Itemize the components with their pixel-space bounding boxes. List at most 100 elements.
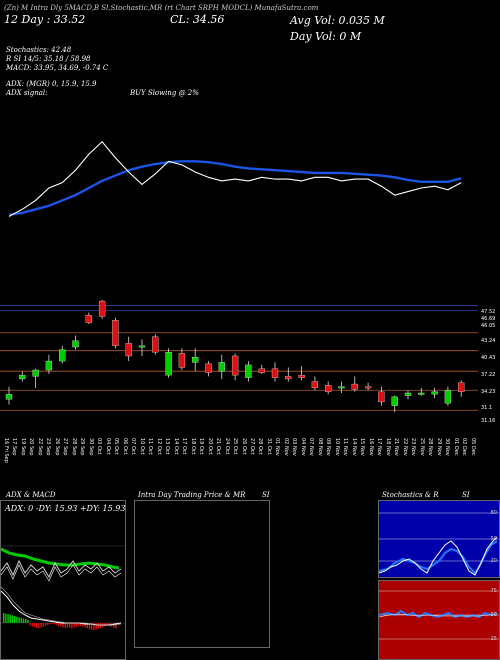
candle-body [258,368,265,373]
date-tick-label: 13 Oct [164,438,171,455]
moving-average-line [8,160,462,216]
rsi-signal-line [379,613,497,618]
candle-body [112,320,119,346]
candle-body [178,353,186,368]
macd-histogram-bar [16,616,18,623]
date-tick-label: 20 Sep [28,438,35,456]
macd-histogram-bar [77,623,80,627]
candle-body [98,300,106,317]
stoch-tick-50: 50 [490,536,497,542]
candle-body [431,391,438,395]
stochastics-label: Stochastics: 42.48 [6,46,72,54]
stochastics-panel: 80 50 20 [378,500,500,578]
date-tick-label: 28 Sep [70,438,77,456]
date-tick-label: 25 Oct [232,438,239,455]
candle-body [285,376,292,380]
date-tick-label: 16 Fri Sep [3,438,9,463]
date-tick-label: 17 Nov [376,438,383,456]
date-tick-label: 17 Sep [11,438,18,456]
rsi-tick-75: 75 [490,588,497,594]
adx-macd-plot [1,545,125,630]
date-tick-label: 27 Oct [248,438,255,455]
macd-signal-line [1,586,122,626]
price-level-label: 37.22 [481,372,496,378]
candle-body [19,374,26,380]
macd-histogram-bar [38,623,40,628]
stochastics-plot [379,512,499,576]
candle-body [231,355,239,376]
macd-histogram-bar [62,623,64,628]
macd-histogram-bar [27,619,29,623]
macd-histogram-bar [47,623,49,625]
intraday-panel [134,500,270,648]
macd-histogram-bar [53,623,55,625]
price-level-label: 46.05 [481,323,496,329]
date-tick-label: 09 Nov [325,438,332,456]
date-tick-label: 04 Oct [104,438,111,455]
date-tick-label: 14 Oct [172,438,179,455]
macd-histogram-bar [84,623,86,628]
date-tick-label: 11 Nov [342,438,349,456]
adx-label: ADX: (MGR) 0, 15.9, 15.9 [6,80,97,88]
price-level-label: 47.52 [481,309,496,315]
candle-body [351,383,358,390]
date-tick-label: 05 Oct [113,438,120,455]
stoch-tick-20: 20 [490,558,497,564]
avg-vol-label: Avg Vol: 0.035 M [290,14,385,27]
date-tick-label: 01 Nov [274,438,281,456]
price-level-label: 34.23 [481,389,496,395]
date-tick-label: 05 Dec [469,438,476,456]
macd-histogram-bar [3,613,5,623]
macd-histogram-bar [9,614,11,623]
macd-histogram-bar [71,623,73,629]
date-tick-label: 22 Sep [36,438,43,456]
intraday-panel-title: Intra Day Trading Price & MR [138,491,246,499]
macd-histogram-bar [51,623,53,624]
date-tick-label: 21 Oct [215,438,222,455]
date-tick-label: 18 Oct [189,438,196,455]
candle-body [192,357,199,363]
candle-body [298,374,305,378]
candle-body [364,386,372,389]
date-tick-label: 26 Oct [240,438,247,455]
date-tick-label: 01 Dec [452,438,459,456]
date-tick-label: 30 Sep [87,438,94,456]
macd-histogram-bar [95,623,97,630]
macd-label: MACD: 33.95, 34.69, -0.74 C [6,64,109,72]
macd-histogram-bar [5,613,7,623]
macd-histogram-bar [86,623,88,629]
close-label: CL: 34.56 [170,13,225,26]
candle-body [165,352,172,376]
price-chart [0,140,478,413]
candle-body [245,364,252,378]
rsi-tick-25: 25 [490,636,497,642]
price-level-label: 46.69 [481,316,496,322]
candle-body [59,349,66,362]
macd-histogram-bar [64,623,66,628]
candle-body [45,360,53,371]
date-tick-label: 18 Nov [384,438,391,456]
price-level-label: 31.1 [481,405,493,411]
macd-histogram-bar [14,616,16,623]
adx-values-label: ADX: 0 -DY: 15.93 +DY: 15.93 [5,504,126,513]
adx-signal-label: ADX signal: [6,89,48,97]
macd-histogram-bar [58,623,60,626]
candle-body [378,391,385,403]
macd-histogram-bar [7,614,9,623]
date-tick-label: 30 Nov [444,438,451,456]
date-tick-label: 22 Nov [401,438,408,456]
date-tick-label: 10 Oct [138,438,145,455]
macd-histogram-bar [33,623,36,628]
rsi-panel: 75 50 25 [378,580,500,660]
macd-histogram-bar [69,623,71,628]
date-tick-label: 19 Oct [198,438,205,455]
stoch-panel-title: Stochastics & R [382,491,439,499]
price-level-label: 43.24 [481,338,496,344]
rsi-tick-50: 50 [490,612,497,618]
macd-histogram-bar [31,623,33,627]
intraday-panel-si: SI [262,491,270,499]
date-tick-label: 17 Oct [181,438,188,455]
adx-line [1,564,122,582]
price-level-label: 31.16 [481,418,496,424]
date-tick-label: 23 Sep [45,438,52,456]
